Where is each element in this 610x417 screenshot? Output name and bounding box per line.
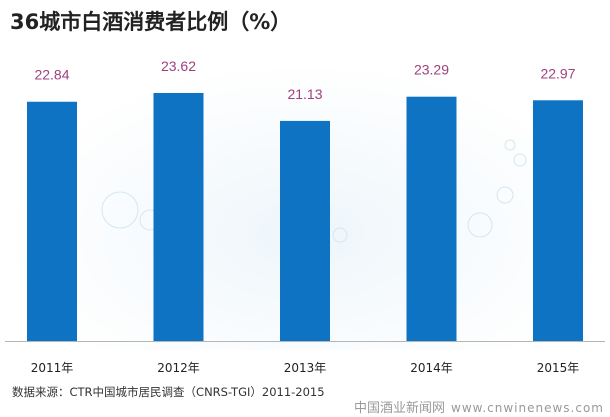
bubble-decoration: [513, 153, 527, 167]
bubble-decoration: [332, 227, 348, 243]
bubble-decoration: [101, 191, 139, 229]
bar-2015: [533, 100, 583, 341]
bubble-decoration: [467, 212, 493, 238]
data-label: 23.62: [161, 58, 196, 74]
bubble-decoration: [496, 186, 514, 204]
x-tick-label: 2015年: [537, 361, 580, 375]
bubble-decoration: [504, 139, 516, 151]
bar-2014: [406, 96, 457, 341]
data-label: 22.84: [34, 67, 69, 83]
bar-2013: [280, 120, 330, 342]
data-label: 22.97: [540, 65, 575, 81]
x-tick-label: 2011年: [31, 361, 74, 375]
bar-chart: 22.84 2011年 23.62 2012年 21.13 2013年 23.29 2014年…: [5, 58, 605, 375]
bar-2012: [153, 93, 204, 341]
x-tick-label: 2012年: [157, 361, 200, 375]
watermark: 中国酒业新闻网 www.cnwinenews.com: [354, 401, 604, 416]
bar-2011: [27, 101, 77, 341]
source-note: 数据来源：CTR中国城市居民调查（CNRS-TGI）2011-2015: [12, 385, 325, 399]
data-label: 21.13: [287, 86, 322, 102]
watermark-url: www.cnwinenews.com: [451, 401, 604, 415]
watermark-name: 中国酒业新闻网: [353, 401, 445, 416]
data-label: 23.29: [414, 62, 449, 78]
x-tick-label: 2013年: [284, 361, 327, 375]
chart-title: 36城市白酒消费者比例（%）: [10, 10, 292, 34]
x-tick-label: 2014年: [410, 361, 453, 375]
